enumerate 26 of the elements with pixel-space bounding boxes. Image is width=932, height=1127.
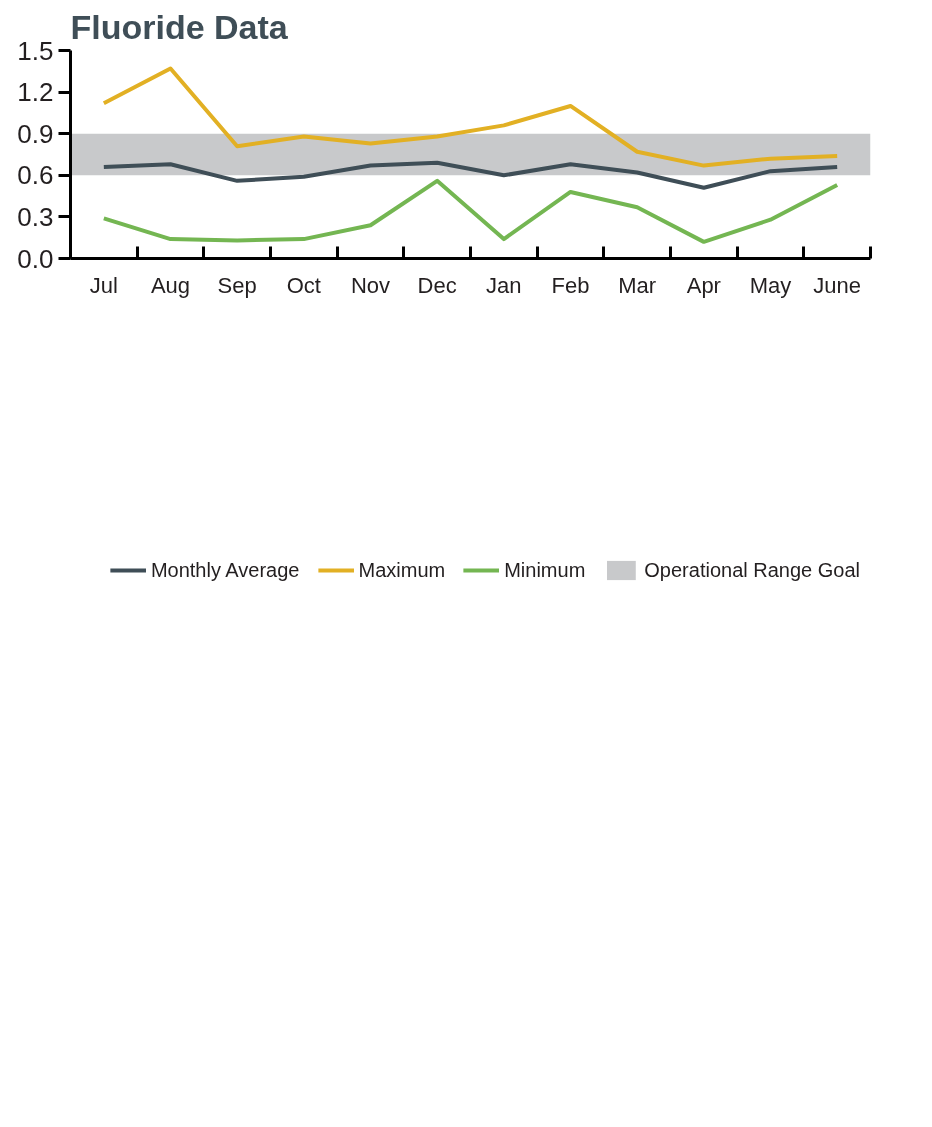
x-tick-label: Nov — [350, 272, 391, 298]
legend-label: Monthly Average — [150, 558, 300, 582]
line-series — [101, 66, 840, 168]
legend-label: Minimum — [504, 558, 586, 582]
legend-label: Operational Range Goal — [644, 558, 860, 582]
line-series — [101, 178, 840, 244]
x-tick-label: May — [749, 272, 792, 298]
x-tick-label: Dec — [417, 272, 457, 298]
x-tick-label: Oct — [286, 272, 321, 298]
x-tick-label: Jul — [89, 272, 118, 298]
y-tick-label: 0.3 — [17, 201, 54, 232]
x-tick-label: June — [813, 272, 862, 298]
legend-label: Maximum — [358, 558, 446, 582]
y-tick-label: 0.6 — [17, 160, 54, 191]
x-tick-label: Aug — [150, 272, 191, 298]
x-tick-label: Mar — [618, 272, 657, 298]
chart-title: Fluoride Data — [70, 7, 289, 46]
y-tick-label: 0.9 — [17, 118, 54, 149]
x-tick-label: Sep — [217, 272, 257, 298]
y-tick-label: 1.2 — [17, 77, 54, 108]
y-tick-label: 0.0 — [17, 243, 54, 274]
x-tick-label: Feb — [551, 272, 590, 298]
line-series — [101, 160, 840, 190]
x-tick-label: Jan — [486, 272, 522, 298]
y-tick-label: 1.5 — [17, 35, 54, 66]
x-tick-label: Apr — [686, 272, 721, 298]
